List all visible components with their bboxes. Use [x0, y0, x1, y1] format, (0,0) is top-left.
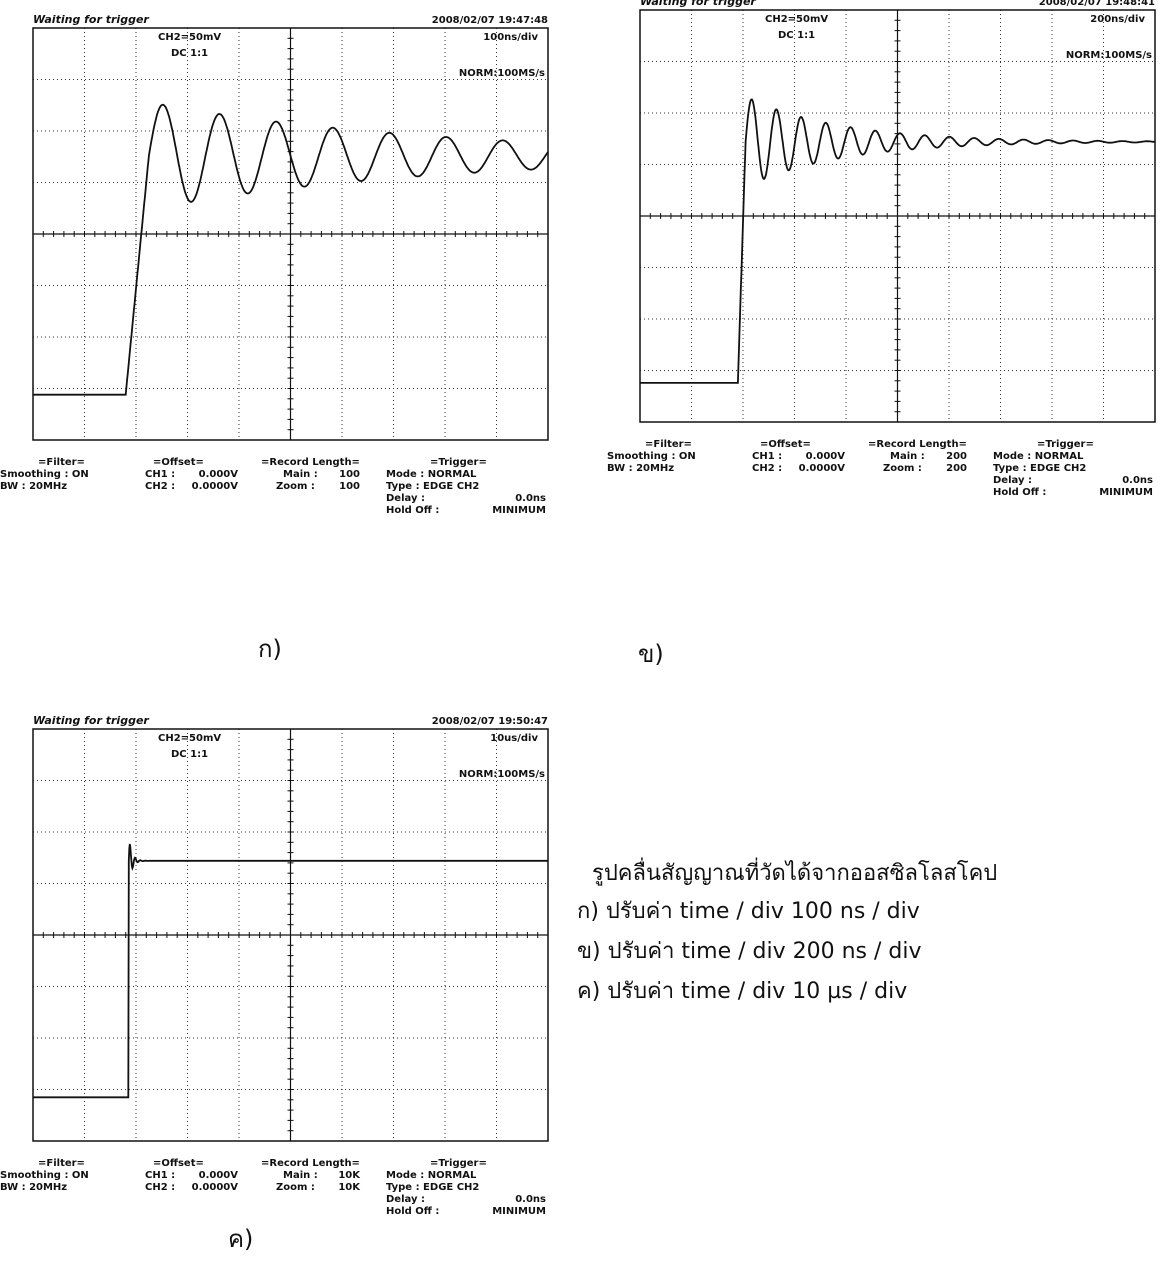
- trigger-label: Hold Off :: [386, 1206, 439, 1217]
- record-label: Main :: [283, 1170, 318, 1181]
- timestamp: 2008/02/07 19:47:48: [432, 15, 548, 26]
- record-label: Zoom :: [276, 1182, 315, 1193]
- record-label: Zoom :: [276, 481, 315, 492]
- record-value: 10K: [338, 1170, 361, 1181]
- record-value: 100: [339, 469, 360, 480]
- description-item: ข) ปรับค่า time / div 200 ns / div: [577, 939, 922, 964]
- coupling: DC 1:1: [778, 30, 815, 41]
- sampling: NORM:100MS/s: [459, 68, 545, 79]
- timebase: 10us/div: [490, 733, 538, 744]
- waveform: [640, 98, 1155, 384]
- screen-border: [32, 27, 549, 441]
- caption: ข): [638, 640, 664, 668]
- offset-value: 0.000V: [199, 1170, 239, 1181]
- trigger-heading: =Trigger=: [430, 1158, 487, 1169]
- trigger-heading: =Trigger=: [430, 457, 487, 468]
- record-heading: =Record Length=: [868, 439, 967, 450]
- offset-label: CH2 :: [752, 463, 782, 474]
- trigger-mode: Mode : NORMAL: [386, 469, 477, 480]
- filter-smoothing: Smoothing : ON: [607, 451, 696, 462]
- offset-label: CH1 :: [145, 469, 175, 480]
- offset-label: CH2 :: [145, 481, 175, 492]
- trigger-type: Type : EDGE CH2: [993, 463, 1086, 474]
- trigger-value: MINIMUM: [492, 1206, 546, 1217]
- offset-heading: =Offset=: [153, 1158, 204, 1169]
- timebase: 200ns/div: [1090, 14, 1145, 25]
- status: Waiting for trigger: [640, 0, 756, 8]
- filter-bandwidth: BW : 20MHz: [0, 481, 67, 492]
- offset-label: CH2 :: [145, 1182, 175, 1193]
- description-item: ค) ปรับค่า time / div 10 µs / div: [577, 979, 907, 1004]
- sampling: NORM:100MS/s: [1066, 50, 1152, 61]
- filter-bandwidth: BW : 20MHz: [607, 463, 674, 474]
- filter-heading: =Filter=: [38, 457, 85, 468]
- offset-label: CH1 :: [752, 451, 782, 462]
- filter-smoothing: Smoothing : ON: [0, 1170, 89, 1181]
- screen-border: [32, 728, 549, 1142]
- status: Waiting for trigger: [33, 13, 149, 26]
- timebase: 100ns/div: [483, 32, 538, 43]
- filter-smoothing: Smoothing : ON: [0, 469, 89, 480]
- status: Waiting for trigger: [33, 714, 149, 727]
- coupling: DC 1:1: [171, 749, 208, 760]
- trigger-mode: Mode : NORMAL: [993, 451, 1084, 462]
- timestamp: 2008/02/07 19:48:41: [1039, 0, 1155, 8]
- record-label: Main :: [890, 451, 925, 462]
- offset-value: 0.0000V: [192, 481, 239, 492]
- description-item: ก) ปรับค่า time / div 100 ns / div: [577, 899, 920, 924]
- timestamp: 2008/02/07 19:50:47: [432, 716, 548, 727]
- caption: ก): [258, 635, 282, 663]
- record-label: Zoom :: [883, 463, 922, 474]
- trigger-heading: =Trigger=: [1037, 439, 1094, 450]
- offset-value: 0.0000V: [192, 1182, 239, 1193]
- offset-value: 0.0000V: [799, 463, 846, 474]
- record-heading: =Record Length=: [261, 1158, 360, 1169]
- record-value: 200: [946, 451, 967, 462]
- offset-value: 0.000V: [199, 469, 239, 480]
- record-value: 200: [946, 463, 967, 474]
- offset-heading: =Offset=: [760, 439, 811, 450]
- trigger-value: MINIMUM: [492, 505, 546, 516]
- trigger-type: Type : EDGE CH2: [386, 481, 479, 492]
- trigger-label: Delay :: [993, 475, 1032, 486]
- trigger-mode: Mode : NORMAL: [386, 1170, 477, 1181]
- record-label: Main :: [283, 469, 318, 480]
- filter-heading: =Filter=: [38, 1158, 85, 1169]
- offset-label: CH1 :: [145, 1170, 175, 1181]
- channel: CH2=50mV: [158, 32, 221, 43]
- trigger-label: Hold Off :: [386, 505, 439, 516]
- filter-heading: =Filter=: [645, 439, 692, 450]
- sampling: NORM:100MS/s: [459, 769, 545, 780]
- record-heading: =Record Length=: [261, 457, 360, 468]
- trigger-value: MINIMUM: [1099, 487, 1153, 498]
- description-title: รูปคลื่นสัญญาณที่วัดได้จากออสซิลโลสโคป: [592, 857, 997, 886]
- coupling: DC 1:1: [171, 48, 208, 59]
- record-value: 10K: [338, 1182, 361, 1193]
- offset-heading: =Offset=: [153, 457, 204, 468]
- waveform: [33, 103, 549, 396]
- channel: CH2=50mV: [765, 14, 828, 25]
- channel: CH2=50mV: [158, 733, 221, 744]
- caption: ค): [228, 1225, 253, 1253]
- trigger-value: 0.0ns: [515, 1194, 546, 1205]
- trigger-value: 0.0ns: [515, 493, 546, 504]
- offset-value: 0.000V: [806, 451, 846, 462]
- filter-bandwidth: BW : 20MHz: [0, 1182, 67, 1193]
- trigger-label: Hold Off :: [993, 487, 1046, 498]
- trigger-label: Delay :: [386, 1194, 425, 1205]
- record-value: 100: [339, 481, 360, 492]
- trigger-label: Delay :: [386, 493, 425, 504]
- screen-border: [639, 9, 1156, 423]
- waveform: [33, 843, 548, 1099]
- trigger-type: Type : EDGE CH2: [386, 1182, 479, 1193]
- trigger-value: 0.0ns: [1122, 475, 1153, 486]
